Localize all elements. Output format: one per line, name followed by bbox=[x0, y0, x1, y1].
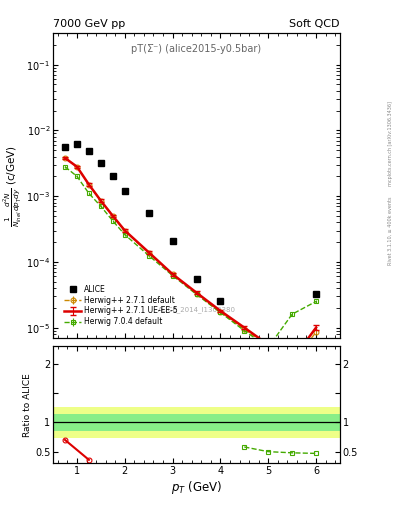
ALICE bbox=[62, 144, 67, 151]
Text: Soft QCD: Soft QCD bbox=[290, 19, 340, 29]
ALICE bbox=[110, 173, 115, 179]
ALICE bbox=[314, 291, 318, 297]
Y-axis label: $\frac{1}{N_{inel}}\frac{d^2N}{dp_Tdy}$ (c/GeV): $\frac{1}{N_{inel}}\frac{d^2N}{dp_Tdy}$ … bbox=[2, 144, 23, 227]
ALICE bbox=[146, 210, 151, 216]
Legend: ALICE, Herwig++ 2.7.1 default, Herwig++ 2.7.1 UE-EE-5, Herwig 7.0.4 default: ALICE, Herwig++ 2.7.1 default, Herwig++ … bbox=[62, 283, 179, 328]
Text: ALICE_2014_I1300380: ALICE_2014_I1300380 bbox=[158, 307, 235, 313]
ALICE bbox=[170, 238, 175, 244]
ALICE bbox=[75, 141, 79, 147]
Line: ALICE: ALICE bbox=[62, 141, 319, 305]
Y-axis label: Ratio to ALICE: Ratio to ALICE bbox=[23, 373, 32, 437]
Text: Rivet 3.1.10, ≥ 400k events: Rivet 3.1.10, ≥ 400k events bbox=[388, 196, 393, 265]
X-axis label: $p_T$ (GeV): $p_T$ (GeV) bbox=[171, 479, 222, 496]
ALICE bbox=[123, 188, 127, 194]
ALICE bbox=[86, 148, 91, 155]
Text: pT(Σ̅⁻) (alice2015-y0.5bar): pT(Σ̅⁻) (alice2015-y0.5bar) bbox=[131, 44, 262, 54]
ALICE bbox=[194, 276, 199, 282]
ALICE bbox=[218, 298, 223, 305]
Text: 7000 GeV pp: 7000 GeV pp bbox=[53, 19, 125, 29]
Text: mcplots.cern.ch [arXiv:1306.3436]: mcplots.cern.ch [arXiv:1306.3436] bbox=[388, 101, 393, 186]
ALICE bbox=[99, 160, 103, 166]
